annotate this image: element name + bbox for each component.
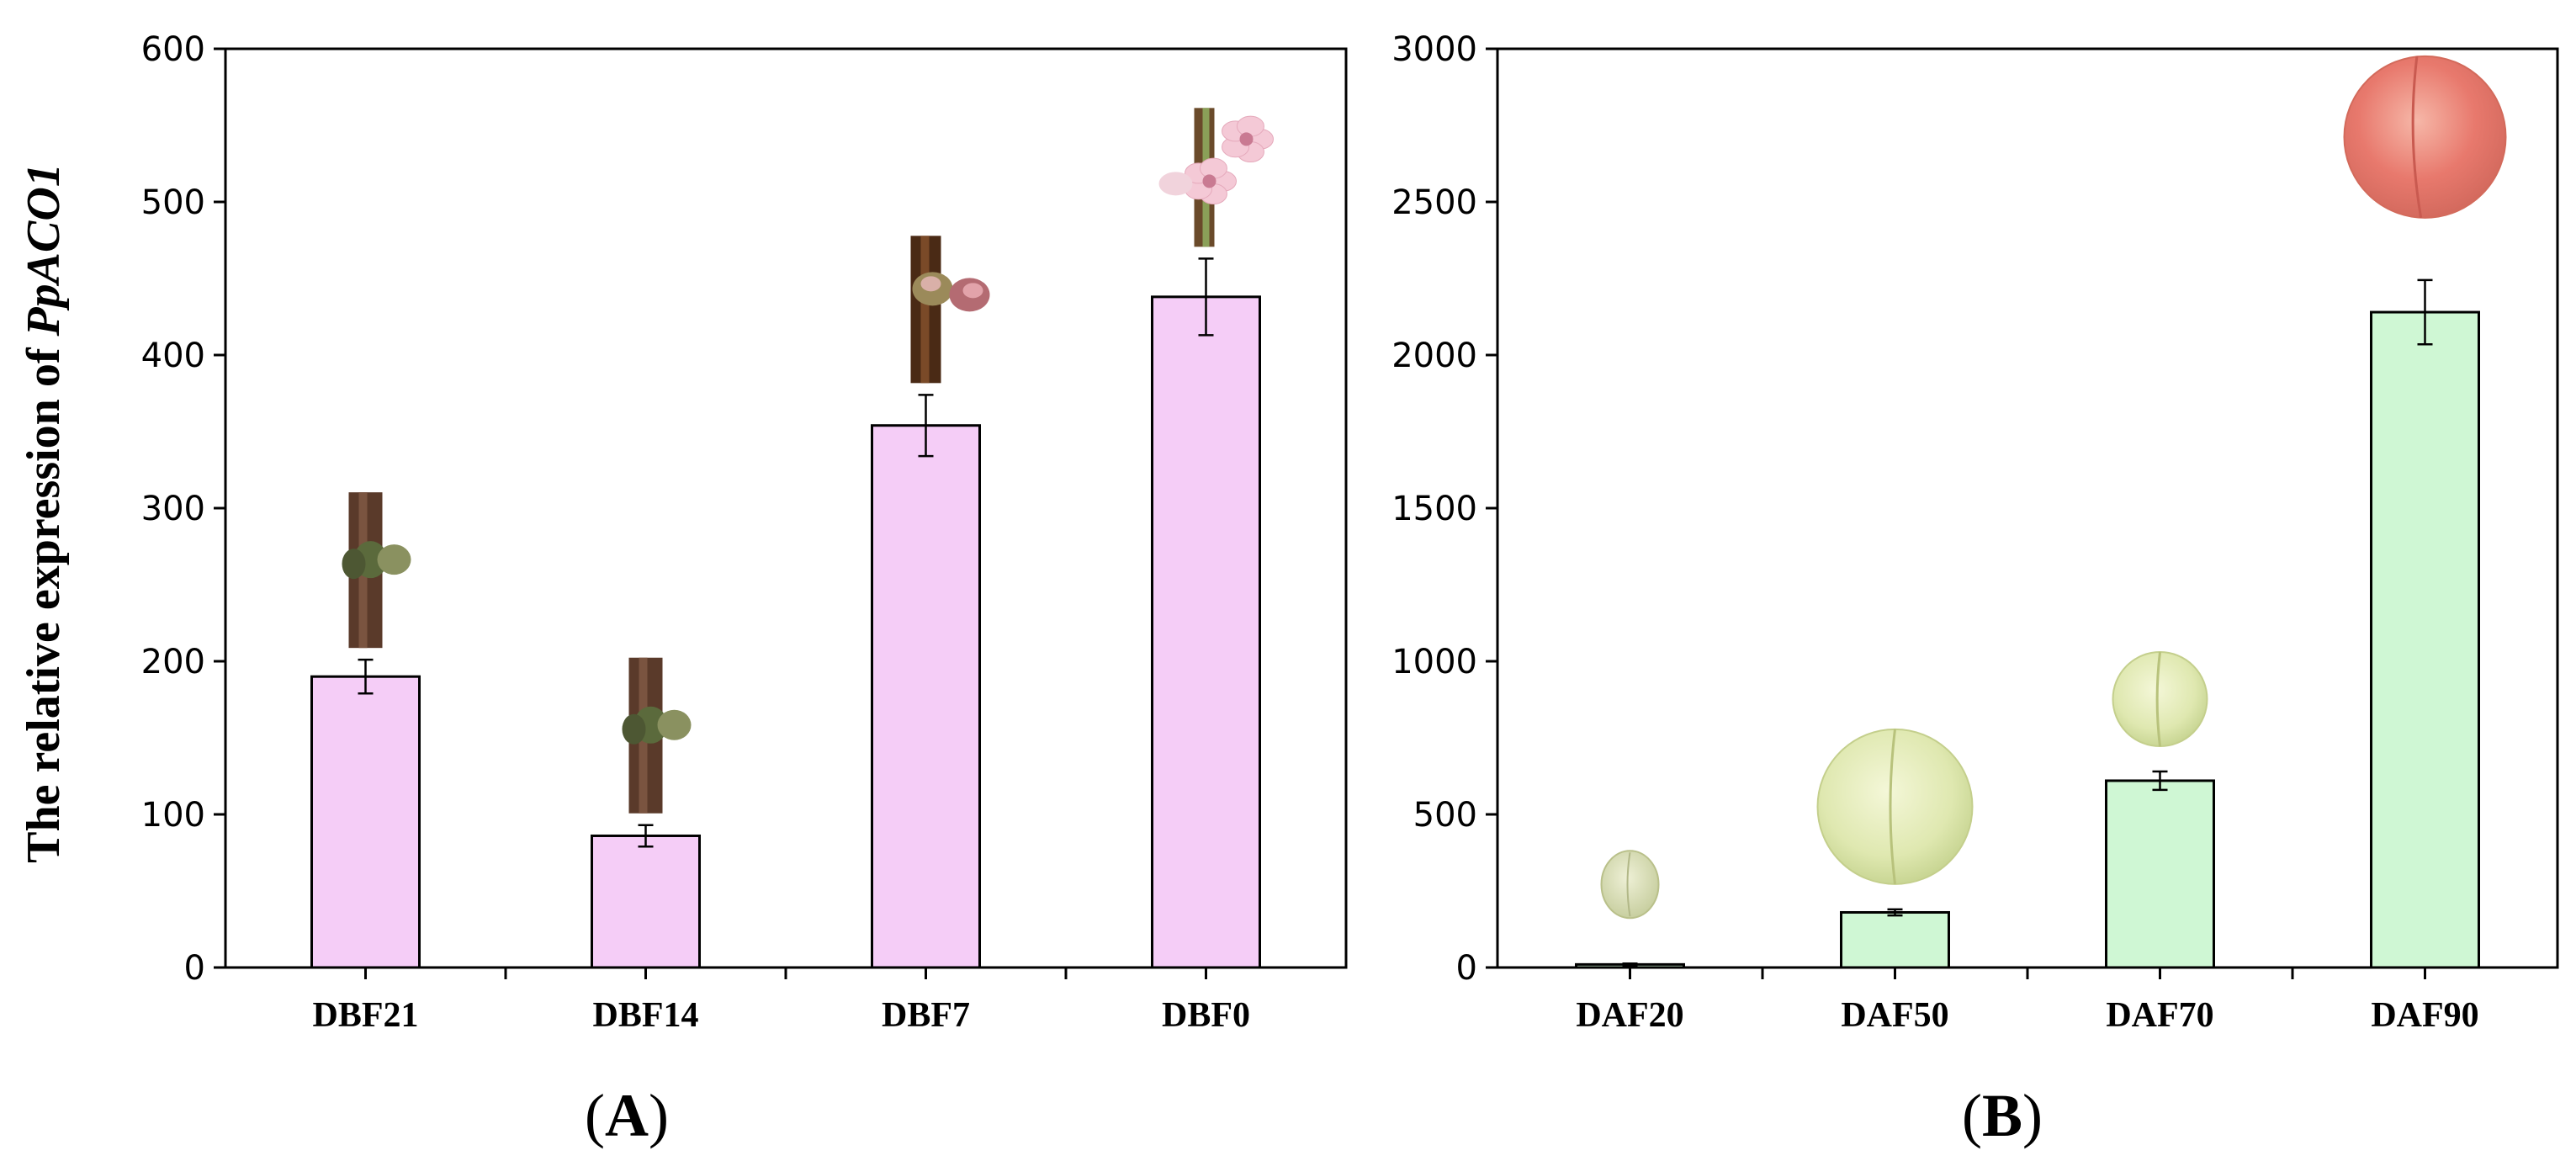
x-tick-label-daf70: DAF70 (2106, 996, 2213, 1035)
error-bar-daf70 (2152, 770, 2168, 792)
plot-area-b: 0 500 1000 1500 2000 2500 3000 DAF20 DAF50 DAF70 D… (1391, 30, 2559, 1035)
error-bar-dbf7 (918, 394, 934, 458)
x-tick-label-dbf14: DBF14 (593, 996, 699, 1035)
bar-daf70 (2105, 779, 2215, 969)
bud-illustration-a1 (342, 492, 411, 649)
panel-label-a: (A) (585, 1082, 669, 1149)
bar-daf90 (2370, 310, 2480, 969)
plot-area-a: 0 100 200 300 400 500 600 DBF21 DBF14 DBF7 DBF0 (141, 30, 1348, 1035)
y-axis-label: The relative expression of PpACO1 (18, 163, 70, 863)
y-tick-label: 2000 (1391, 337, 1477, 375)
bar-daf50 (1840, 910, 1950, 969)
y-tick-label: 2500 (1391, 183, 1477, 222)
error-bar-daf50 (1887, 908, 1903, 917)
x-tick-label-daf90: DAF90 (2371, 996, 2478, 1035)
y-tick-label: 0 (184, 949, 205, 988)
error-bar-daf90 (2417, 278, 2433, 346)
y-tick-label: 1000 (1391, 643, 1477, 681)
ripe-peach-illustration-b4 (2343, 55, 2507, 219)
y-tick-label: 500 (1413, 796, 1477, 835)
small-fruit-illustration-b1 (1600, 850, 1660, 920)
chart-panel-b: 0 500 1000 1500 2000 2500 3000 DAF20 DAF50 DAF70 D… (1391, 30, 2559, 1149)
chart-panel-a: The relative expression of PpACO1 0 100 20… (18, 30, 1348, 1149)
error-bar-dbf21 (358, 658, 374, 695)
green-fruit-illustration-b2 (1816, 728, 1974, 885)
error-bar-dbf14 (638, 824, 654, 848)
y-tick-label: 400 (141, 337, 205, 375)
y-tick-label: 1500 (1391, 490, 1477, 528)
y-tick-label: 500 (141, 183, 205, 222)
y-tick-label: 300 (141, 490, 205, 528)
bud-illustration-a2 (622, 657, 692, 814)
x-tick-label-dbf0: DBF0 (1162, 996, 1250, 1035)
error-bar-dbf0 (1198, 257, 1214, 337)
bar-dbf21 (310, 675, 421, 969)
y-tick-label: 200 (141, 643, 205, 681)
x-tick-label-daf20: DAF20 (1576, 996, 1683, 1035)
x-tick-label-daf50: DAF50 (1841, 996, 1948, 1035)
y-tick-label: 600 (141, 30, 205, 69)
y-tick-label: 3000 (1391, 30, 1477, 69)
bar-dbf7 (871, 424, 981, 969)
bar-dbf0 (1151, 295, 1261, 969)
swelling-bud-illustration-a3 (910, 236, 990, 384)
flower-illustration-a4 (1158, 108, 1274, 247)
error-bar-daf20 (1622, 962, 1638, 967)
green-fruit-illustration-b3 (2112, 651, 2208, 748)
y-tick-label: 100 (141, 796, 205, 835)
x-tick-label-dbf21: DBF21 (313, 996, 419, 1035)
x-tick-label-dbf7: DBF7 (882, 996, 970, 1035)
y-tick-label: 0 (1456, 949, 1477, 988)
panel-label-b: (B) (1962, 1082, 2043, 1149)
bar-dbf14 (591, 834, 701, 969)
